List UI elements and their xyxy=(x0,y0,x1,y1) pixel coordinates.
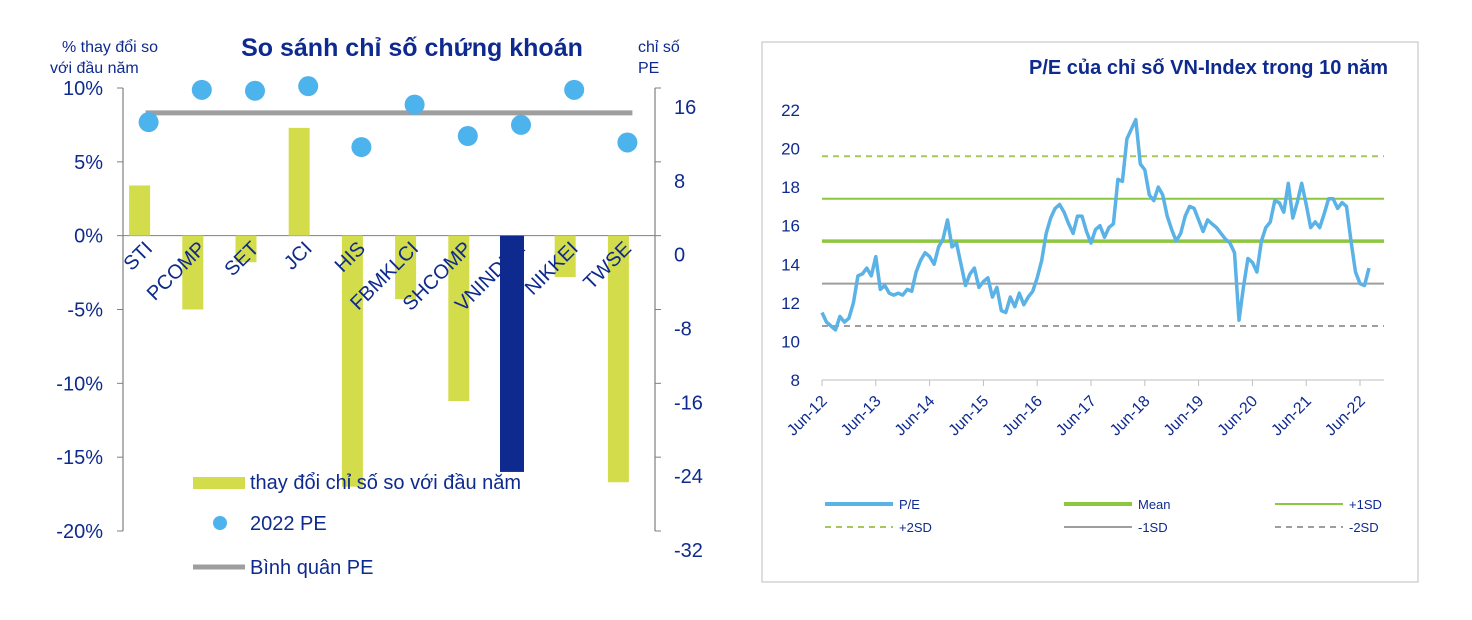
right-chart-title: P/E của chỉ số VN-Index trong 10 năm xyxy=(1029,57,1388,79)
bar-shcomp xyxy=(448,235,470,402)
bar-nikkei xyxy=(554,235,576,278)
left-chart-legend: thay đổi chỉ số so với đầu năm 2022 PE B… xyxy=(193,472,521,579)
bar-sti xyxy=(129,185,151,236)
right-tick-label: -24 xyxy=(674,466,703,488)
right-chart-x-axis xyxy=(821,379,1384,386)
right-chart-legend: P/E Mean +1SD +2SD -1SD -2SD xyxy=(825,497,1382,535)
right-chart-frame xyxy=(761,41,1419,583)
bar-jci xyxy=(288,127,310,236)
right-axis-label-line2: PE xyxy=(638,60,659,77)
pe-y-tick-label: 22 xyxy=(781,101,800,120)
left-chart-title: So sánh chỉ số chứng khoán xyxy=(241,34,583,62)
pe-dot-set xyxy=(245,80,265,101)
left-tick-label: -10% xyxy=(56,373,103,395)
legend-bar-swatch xyxy=(193,477,245,489)
legend-label: -1SD xyxy=(1138,520,1168,535)
legend-label: +2SD xyxy=(899,520,932,535)
bar-set xyxy=(235,235,257,263)
category-label: SET xyxy=(220,238,263,281)
legend-bar-label: thay đổi chỉ số so với đầu năm xyxy=(250,472,521,494)
bar-pcomp xyxy=(182,235,204,310)
legend-dot-swatch xyxy=(213,516,227,530)
index-comparison-chart: So sánh chỉ số chứng khoán % thay đổi so… xyxy=(50,34,703,579)
legend-line-label: Bình quân PE xyxy=(250,557,373,579)
vnindex-pe-chart: P/E của chỉ số VN-Index trong 10 năm 222… xyxy=(761,41,1419,583)
pe-dot-jci xyxy=(298,76,319,97)
right-tick-label: -32 xyxy=(674,540,703,562)
pe-dot-pcomp xyxy=(191,79,212,100)
right-tick-label: -16 xyxy=(674,392,703,414)
pe-series-line xyxy=(820,117,1371,332)
pe-dot-fbmklci xyxy=(404,94,425,115)
pe-dot-shcomp xyxy=(457,125,478,146)
legend-dot-label: 2022 PE xyxy=(250,513,327,535)
bar-fbmklci xyxy=(395,235,417,300)
right-axis-label-line1: chỉ số xyxy=(638,39,680,56)
left-tick-label: -15% xyxy=(56,447,103,469)
left-tick-label: -20% xyxy=(56,521,103,543)
legend-label: +1SD xyxy=(1349,497,1382,512)
pe-y-tick-label: 8 xyxy=(791,371,800,390)
right-tick-label: 8 xyxy=(674,171,685,193)
pe-dot-nikkei xyxy=(564,79,585,100)
left-tick-label: 10% xyxy=(63,78,103,100)
legend-label: -2SD xyxy=(1349,520,1379,535)
category-label: HIS xyxy=(331,238,370,277)
pe-y-tick-label: 14 xyxy=(781,255,800,274)
left-tick-label: 5% xyxy=(74,152,103,174)
right-chart-y-tick-labels: 22 20 18 16 14 12 10 8 xyxy=(781,101,800,390)
bar-twse xyxy=(607,235,629,483)
bar-his xyxy=(341,235,363,487)
left-chart-bars xyxy=(129,127,629,487)
left-chart-dots xyxy=(138,76,638,158)
pe-y-tick-label: 16 xyxy=(781,217,800,236)
bar-vnindex xyxy=(500,235,524,472)
category-label: JCI xyxy=(280,238,317,275)
pe-y-tick-label: 10 xyxy=(781,332,800,351)
left-chart-tick-labels: 10% 16 5% 8 0% 0 -5% -8 -10% -16 -15% -24 -20% -32 xyxy=(56,78,703,562)
pe-y-tick-label: 18 xyxy=(781,178,800,197)
pe-y-tick-label: 20 xyxy=(781,140,800,159)
pe-dot-sti xyxy=(138,112,159,133)
legend-label: P/E xyxy=(899,497,920,512)
right-tick-label: 0 xyxy=(674,245,685,267)
right-chart-pe-series xyxy=(820,117,1371,332)
pe-dot-vnindex xyxy=(511,114,531,135)
right-tick-label: 16 xyxy=(674,97,696,119)
left-tick-label: -5% xyxy=(67,300,103,322)
pe-dot-twse xyxy=(617,132,638,153)
pe-dot-his xyxy=(351,137,372,158)
left-chart-axes xyxy=(117,87,661,532)
right-tick-label: -8 xyxy=(674,319,692,341)
category-label: STI xyxy=(120,238,158,276)
left-tick-label: 0% xyxy=(74,226,103,248)
left-axis-label-line2: với đầu năm xyxy=(50,60,139,77)
legend-label: Mean xyxy=(1138,497,1171,512)
pe-y-tick-label: 12 xyxy=(781,294,800,313)
left-axis-label-line1: % thay đổi so xyxy=(62,38,158,56)
